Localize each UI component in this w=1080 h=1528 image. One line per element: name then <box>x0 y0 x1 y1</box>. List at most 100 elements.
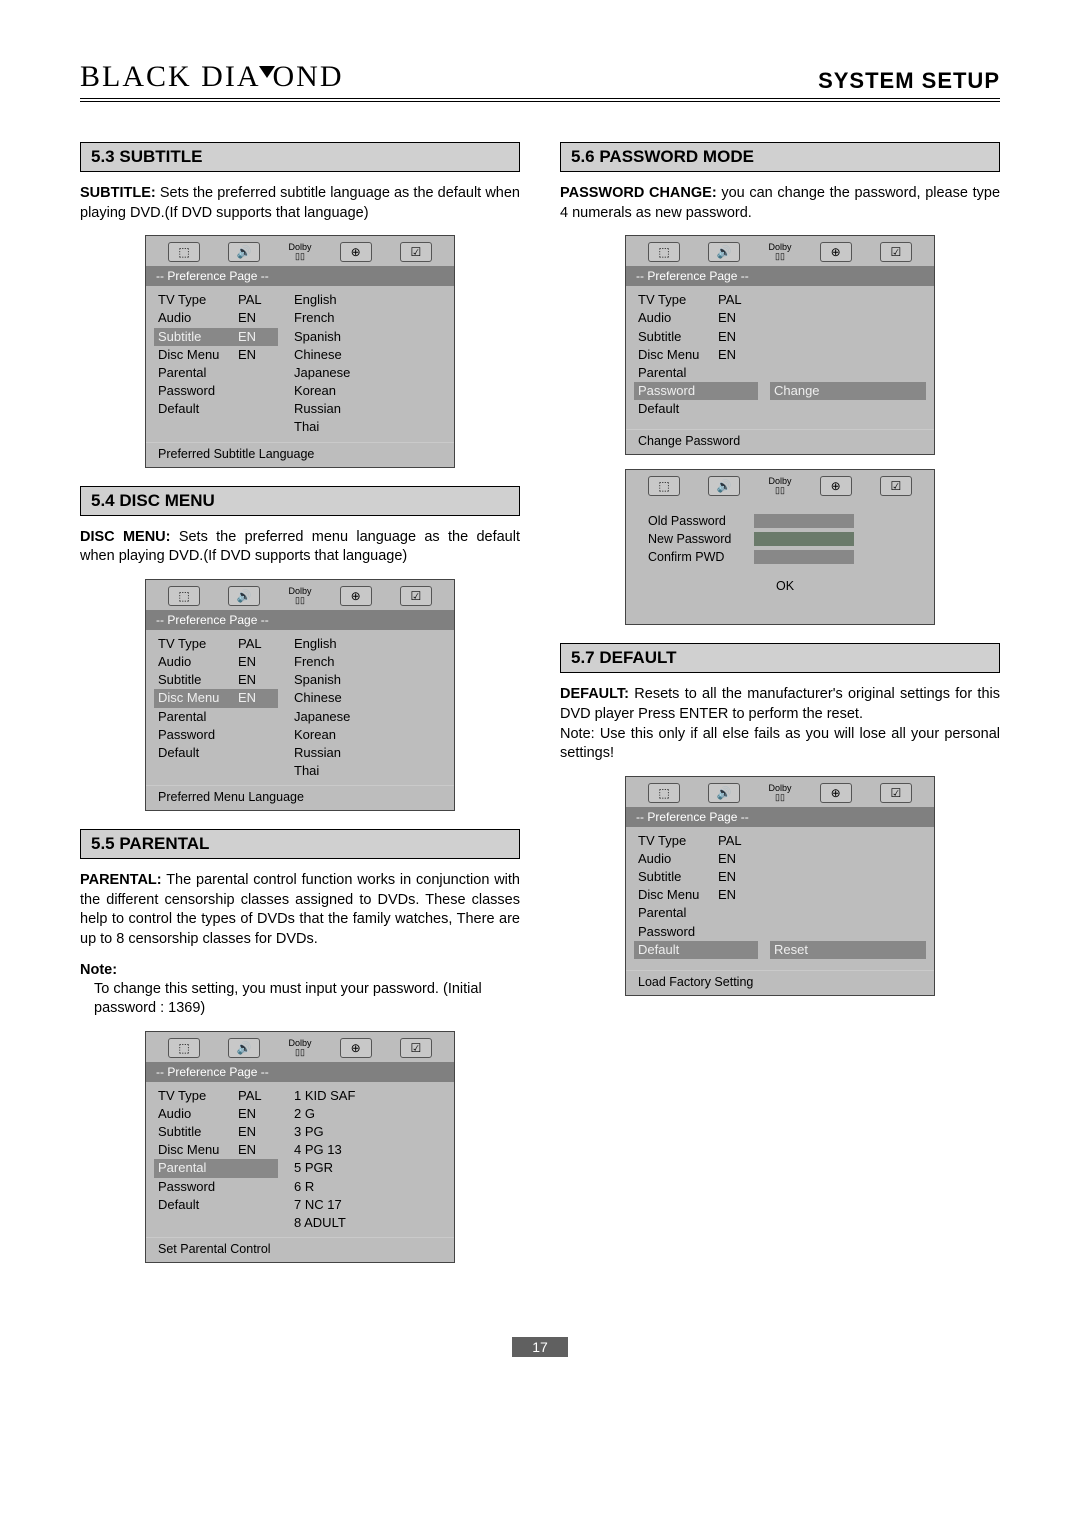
osd-option[interactable]: Japanese <box>294 364 446 382</box>
osd-menu-item[interactable]: Audio <box>638 309 718 327</box>
dolby-icon: Dolby▯▯ <box>288 1039 311 1057</box>
osd-menu-item[interactable]: Subtitle <box>638 868 718 886</box>
osd-option[interactable]: Russian <box>294 400 446 418</box>
osd-menu-item[interactable]: Default <box>158 744 238 762</box>
osd-menu-item[interactable]: Parental <box>158 364 238 382</box>
osd-menu-value: EN <box>718 309 758 327</box>
osd-menu-item[interactable]: Audio <box>158 653 238 671</box>
osd-option[interactable]: Thai <box>294 762 446 780</box>
osd-option[interactable]: 2 G <box>294 1105 446 1123</box>
section-bar-password: 5.6 PASSWORD MODE <box>560 142 1000 172</box>
default-lead: DEFAULT: <box>560 686 629 702</box>
osd-option <box>774 291 926 309</box>
osd-menu-item[interactable]: Default <box>634 941 718 959</box>
osd-menu-value: PAL <box>718 832 758 850</box>
speaker-icon: 🔊 <box>708 783 740 803</box>
tv-icon: ⬚ <box>168 1038 200 1058</box>
ok-button[interactable]: OK <box>750 578 820 594</box>
osd-option[interactable]: French <box>294 309 446 327</box>
osd-option[interactable]: Chinese <box>294 346 446 364</box>
osd-option[interactable]: Korean <box>294 726 446 744</box>
osd-option[interactable]: Thai <box>294 418 446 436</box>
osd-menu-item[interactable]: Disc Menu <box>154 689 238 707</box>
osd-menu-item[interactable]: Disc Menu <box>158 1141 238 1159</box>
osd-menu-item[interactable]: Default <box>158 400 238 418</box>
osd-option[interactable]: Korean <box>294 382 446 400</box>
osd-password: ⬚🔊Dolby▯▯⊕☑-- Preference Page --TV TypeA… <box>625 235 935 455</box>
old-pw-field[interactable] <box>754 514 854 528</box>
osd-menu-item[interactable]: Password <box>158 1178 238 1196</box>
new-pw-field[interactable] <box>754 532 854 546</box>
check-icon: ☑ <box>400 1038 432 1058</box>
osd-menu-value: PAL <box>238 291 278 309</box>
osd-menu-item[interactable]: Password <box>158 382 238 400</box>
osd-menu-value <box>718 364 758 382</box>
new-pw-label: New Password <box>648 532 748 546</box>
osd-option[interactable]: French <box>294 653 446 671</box>
osd-option[interactable]: Russian <box>294 744 446 762</box>
discmenu-text: DISC MENU: Sets the preferred menu langu… <box>80 528 520 567</box>
osd-menu-value: EN <box>238 1123 278 1141</box>
page-number: 17 <box>512 1337 568 1357</box>
osd-option[interactable]: 8 ADULT <box>294 1214 446 1232</box>
osd-menu-item[interactable]: TV Type <box>638 291 718 309</box>
osd-option <box>774 886 926 904</box>
osd-option <box>774 364 926 382</box>
osd-option <box>774 904 926 922</box>
osd-menu-item[interactable]: Default <box>158 1196 238 1214</box>
osd-menu-item[interactable]: Disc Menu <box>158 346 238 364</box>
osd-option[interactable]: Chinese <box>294 689 446 707</box>
osd-option[interactable]: Japanese <box>294 708 446 726</box>
osd-menu-item[interactable]: Subtitle <box>638 328 718 346</box>
osd-menu-item[interactable]: TV Type <box>638 832 718 850</box>
osd-menu-item[interactable]: TV Type <box>158 635 238 653</box>
osd-title: -- Preference Page -- <box>146 610 454 630</box>
tv-icon: ⬚ <box>648 242 680 262</box>
osd-menu-item[interactable]: Password <box>158 726 238 744</box>
osd-menu-item[interactable]: Subtitle <box>158 1123 238 1141</box>
osd-menu-item[interactable]: Password <box>638 923 718 941</box>
osd-menu-value <box>238 382 278 400</box>
osd-menu-item[interactable]: TV Type <box>158 291 238 309</box>
osd-option[interactable]: 5 PGR <box>294 1159 446 1177</box>
osd-option[interactable]: 4 PG 13 <box>294 1141 446 1159</box>
osd-menu-item[interactable]: Subtitle <box>154 328 238 346</box>
osd-menu-item[interactable]: Audio <box>158 1105 238 1123</box>
osd-option[interactable]: Change <box>770 382 926 400</box>
osd-option[interactable]: 3 PG <box>294 1123 446 1141</box>
dolby-icon: Dolby▯▯ <box>288 243 311 261</box>
osd-option[interactable]: English <box>294 635 446 653</box>
osd-menu-item[interactable]: Subtitle <box>158 671 238 689</box>
subtitle-text: SUBTITLE: Sets the preferred subtitle la… <box>80 184 520 223</box>
osd-option[interactable]: 7 NC 17 <box>294 1196 446 1214</box>
osd-menu-item[interactable]: Audio <box>158 309 238 327</box>
osd-menu-value: EN <box>718 868 758 886</box>
dolby-icon: Dolby▯▯ <box>768 243 791 261</box>
osd-option[interactable]: 6 R <box>294 1178 446 1196</box>
osd-menu-value <box>718 904 758 922</box>
osd-menu-item[interactable]: Parental <box>638 904 718 922</box>
osd-menu-item[interactable]: Disc Menu <box>638 886 718 904</box>
confirm-pw-field[interactable] <box>754 550 854 564</box>
osd-menu-item[interactable]: Parental <box>638 364 718 382</box>
osd-menu-item[interactable]: Default <box>638 400 718 418</box>
osd-menu-item[interactable]: Audio <box>638 850 718 868</box>
osd-option[interactable]: English <box>294 291 446 309</box>
brand-text-right: OND <box>273 60 344 94</box>
page-header: BLACK DIA OND SYSTEM SETUP <box>80 60 1000 102</box>
osd-menu-item[interactable]: Disc Menu <box>638 346 718 364</box>
osd-icon-row: ⬚🔊Dolby▯▯⊕☑ <box>146 236 454 266</box>
osd-option <box>774 328 926 346</box>
osd-title: -- Preference Page -- <box>626 266 934 286</box>
osd-menu-value <box>238 744 278 762</box>
confirm-pw-label: Confirm PWD <box>648 550 748 564</box>
osd-menu-item[interactable]: Password <box>634 382 718 400</box>
osd-option[interactable]: Spanish <box>294 671 446 689</box>
osd-menu-item[interactable]: Parental <box>158 708 238 726</box>
osd-menu-item[interactable]: Parental <box>154 1159 238 1177</box>
osd-menu-item[interactable]: TV Type <box>158 1087 238 1105</box>
globe-icon: ⊕ <box>820 476 852 496</box>
osd-option[interactable]: Spanish <box>294 328 446 346</box>
osd-option[interactable]: Reset <box>770 941 926 959</box>
osd-option[interactable]: 1 KID SAF <box>294 1087 446 1105</box>
